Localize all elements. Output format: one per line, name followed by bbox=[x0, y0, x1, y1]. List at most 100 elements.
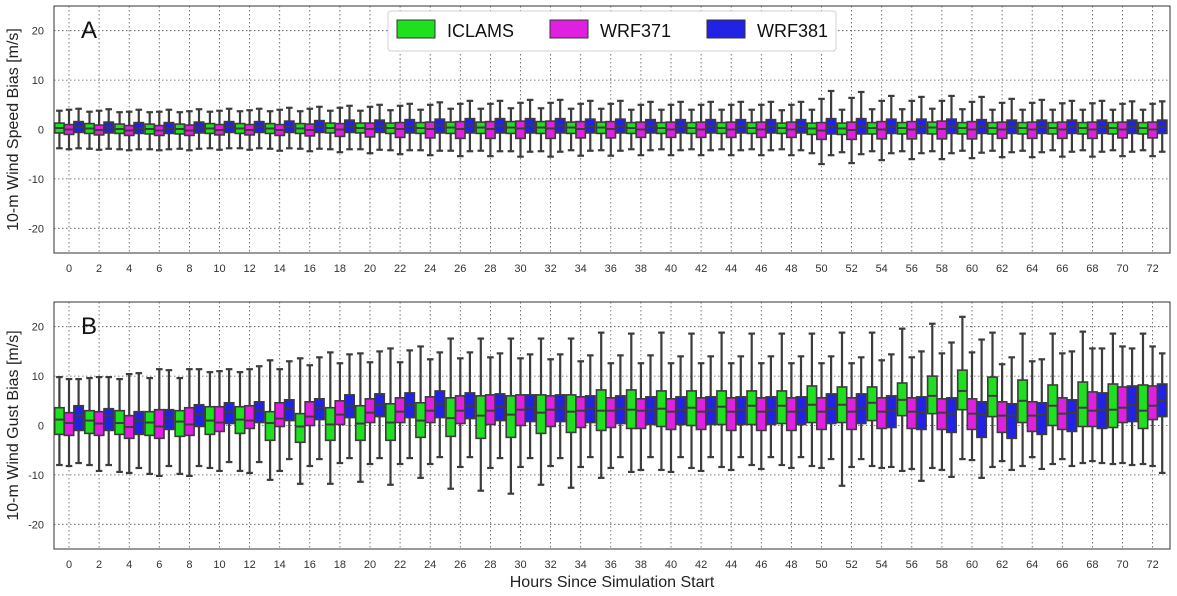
box-wrf371-18 bbox=[334, 106, 346, 154]
x-tick-label: 30 bbox=[514, 559, 526, 571]
x-tick-label: 2 bbox=[96, 263, 102, 275]
x-tick-label: 46 bbox=[755, 559, 767, 571]
box-iclams-32 bbox=[535, 107, 547, 153]
box-iclams-44 bbox=[716, 331, 728, 469]
box-wrf381-38 bbox=[644, 354, 656, 459]
box-iclams-44 bbox=[716, 108, 728, 151]
box-wrf381-12 bbox=[253, 107, 265, 150]
box-wrf381-58 bbox=[945, 341, 957, 478]
box-wrf381-50 bbox=[825, 89, 837, 157]
box-iclams-46 bbox=[746, 332, 758, 467]
y-tick-label: 10 bbox=[32, 75, 44, 87]
series-wrf371 bbox=[63, 345, 1159, 477]
box-wrf381-66 bbox=[1066, 99, 1078, 153]
box-iclams-72 bbox=[1137, 332, 1149, 466]
x-tick-label: 60 bbox=[966, 263, 978, 275]
box-iclams-16 bbox=[294, 110, 306, 150]
box-wrf371-8 bbox=[183, 110, 195, 152]
box-iclams-50 bbox=[806, 332, 818, 468]
box-wrf381-40 bbox=[675, 100, 687, 152]
box-wrf371-52 bbox=[846, 96, 858, 165]
box-iclams-50 bbox=[806, 108, 818, 155]
box-body bbox=[514, 120, 526, 140]
box-body bbox=[565, 394, 577, 434]
x-tick-label: 22 bbox=[394, 559, 406, 571]
box-wrf371-72 bbox=[1147, 345, 1159, 468]
box-wrf371-30 bbox=[514, 357, 526, 469]
box-body bbox=[133, 410, 145, 436]
x-tick-label: 44 bbox=[725, 559, 737, 571]
box-body bbox=[815, 397, 827, 431]
box-body bbox=[1006, 402, 1018, 440]
box-wrf371-56 bbox=[906, 356, 918, 471]
box-wrf381-44 bbox=[735, 100, 747, 152]
series-iclams bbox=[53, 315, 1149, 495]
box-iclams-52 bbox=[836, 331, 848, 487]
x-tick-label: 32 bbox=[544, 263, 556, 275]
box-iclams-56 bbox=[896, 108, 908, 153]
box-iclams-40 bbox=[655, 331, 667, 472]
box-wrf371-18 bbox=[334, 362, 346, 465]
x-tick-label: 58 bbox=[936, 559, 948, 571]
box-iclams-16 bbox=[294, 357, 306, 485]
box-wrf381-18 bbox=[343, 104, 355, 151]
box-iclams-28 bbox=[475, 337, 487, 492]
box-iclams-58 bbox=[926, 322, 938, 470]
box-iclams-46 bbox=[746, 108, 758, 151]
box-wrf371-72 bbox=[1147, 102, 1159, 158]
box-wrf381-34 bbox=[584, 99, 596, 152]
x-tick-label: 40 bbox=[665, 559, 677, 571]
x-tick-label: 18 bbox=[334, 263, 346, 275]
box-wrf381-24 bbox=[434, 101, 446, 152]
box-body bbox=[1077, 381, 1089, 428]
box-wrf381-56 bbox=[915, 95, 927, 155]
box-iclams-30 bbox=[505, 337, 517, 495]
box-body bbox=[244, 404, 256, 430]
x-tick-label: 24 bbox=[424, 559, 436, 571]
box-body bbox=[163, 408, 175, 431]
box-iclams-54 bbox=[866, 108, 878, 153]
x-tick-label: 36 bbox=[605, 559, 617, 571]
box-wrf381-60 bbox=[976, 338, 988, 479]
box-wrf381-66 bbox=[1066, 350, 1078, 468]
box-wrf381-28 bbox=[494, 99, 506, 153]
box-body bbox=[73, 404, 85, 432]
box-wrf371-12 bbox=[244, 368, 256, 475]
box-wrf371-34 bbox=[575, 102, 587, 157]
box-body bbox=[253, 400, 265, 424]
box-iclams-6 bbox=[144, 376, 156, 476]
box-iclams-20 bbox=[354, 352, 366, 483]
box-wrf381-14 bbox=[283, 106, 295, 150]
box-wrf371-28 bbox=[484, 102, 496, 158]
box-wrf381-6 bbox=[163, 369, 175, 468]
box-iclams-6 bbox=[144, 111, 156, 151]
legend-swatch-wrf371 bbox=[549, 19, 589, 39]
box-wrf381-60 bbox=[976, 95, 988, 154]
x-tick-label: 6 bbox=[156, 263, 162, 275]
y-tick-label: 10 bbox=[32, 371, 44, 383]
y-axis-label: 10-m Wind Speed Bias [m/s] bbox=[5, 28, 22, 231]
box-wrf371-6 bbox=[153, 368, 165, 477]
x-tick-label: 36 bbox=[605, 263, 617, 275]
box-wrf381-22 bbox=[404, 102, 416, 152]
box-iclams-14 bbox=[264, 110, 276, 150]
box-wrf381-16 bbox=[313, 105, 325, 150]
box-iclams-62 bbox=[986, 331, 998, 469]
x-tick-label: 66 bbox=[1056, 263, 1068, 275]
box-iclams-60 bbox=[956, 315, 968, 461]
box-body bbox=[535, 394, 547, 435]
x-tick-label: 20 bbox=[364, 559, 376, 571]
x-tick-label: 28 bbox=[484, 263, 496, 275]
box-iclams-32 bbox=[535, 337, 547, 486]
box-iclams-12 bbox=[234, 371, 246, 473]
x-tick-label: 72 bbox=[1146, 559, 1158, 571]
box-body bbox=[876, 397, 888, 430]
box-iclams-10 bbox=[204, 110, 216, 150]
box-body bbox=[53, 406, 65, 436]
box-wrf371-44 bbox=[725, 103, 737, 157]
box-wrf371-34 bbox=[575, 360, 587, 469]
box-body bbox=[1117, 386, 1129, 424]
box-body bbox=[505, 395, 517, 439]
box-iclams-18 bbox=[324, 351, 336, 485]
